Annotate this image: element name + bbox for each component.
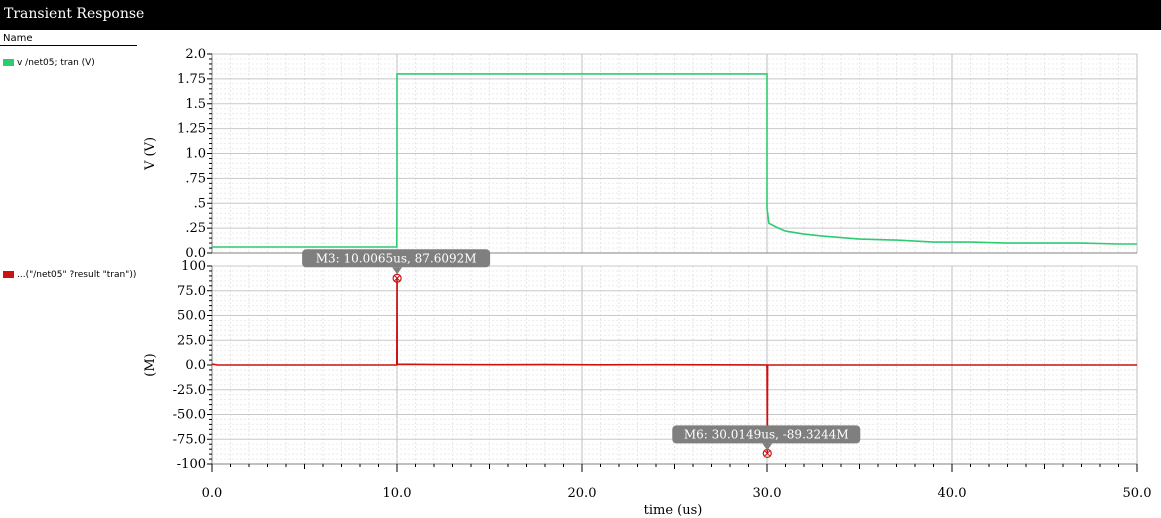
y-tick-label: 2.0 [185, 47, 206, 62]
series-line-voltage [212, 73, 1137, 248]
x-tick-label: 50.0 [1123, 486, 1152, 501]
y-tick-label: 1.5 [185, 97, 206, 112]
y-tick-label: 0.0 [185, 358, 206, 373]
x-axis-label: time (us) [644, 503, 703, 518]
legend-item-derivative[interactable]: ...("/net05" ?result "tran")) [3, 270, 136, 280]
y-tick-label: 1.0 [185, 147, 206, 162]
y-axis-label: (M) [143, 353, 158, 376]
y-tick-label: 0.0 [185, 246, 206, 261]
y-tick-label: 25.0 [177, 333, 206, 348]
series-line-derivative [211, 277, 1137, 454]
y-tick-label: -25.0 [173, 383, 206, 398]
legend-label-voltage: v /net05; tran (V) [17, 58, 95, 68]
y-tick-label: -75.0 [173, 432, 206, 447]
legend-label-derivative: ...("/net05" ?result "tran")) [17, 270, 137, 280]
x-tick-label: 10.0 [383, 486, 412, 501]
x-tick-label: 0.0 [202, 486, 223, 501]
marker-callout-pointer [392, 267, 403, 275]
y-tick-label: .5 [194, 196, 206, 211]
legend-divider [0, 45, 137, 46]
y-tick-label: 75.0 [177, 284, 206, 299]
y-tick-label: .25 [185, 221, 206, 236]
y-tick-label: 1.25 [177, 122, 206, 137]
marker-callout-pointer [762, 443, 773, 451]
voltage-subplot: 0.0 .25 .5 .75 1.0 1.25 1.5 1.75 2.0 V (V) [143, 47, 1138, 261]
marker-cross [393, 274, 401, 282]
x-tick-label: 30.0 [753, 486, 782, 501]
y-tick-label: 50.0 [177, 309, 206, 324]
y-tick-label: 100 [181, 259, 206, 274]
legend-item-voltage[interactable]: v /net05; tran (V) [3, 58, 95, 68]
derivative-subplot: -100 -75.0 -50.0 -25.0 0.0 25.0 50.0 75.0 100 (M)… [143, 249, 1151, 501]
x-tick-label: 40.0 [938, 486, 967, 501]
marker-cross [763, 450, 771, 457]
legend-swatch-derivative [3, 271, 14, 278]
marker-callout [672, 425, 861, 444]
y-axis-label: V (V) [143, 137, 158, 171]
marker-callout [302, 249, 491, 268]
y-tick-label: -100 [177, 457, 206, 472]
marker-label: M3: 10.0065us, 87.6092M [316, 251, 477, 265]
legend-header: Name [3, 33, 33, 44]
window-title: Transient Response [4, 6, 145, 22]
y-tick-label: -50.0 [173, 408, 206, 423]
y-tick-label: .75 [185, 171, 206, 186]
legend-swatch-voltage [3, 59, 14, 66]
title-bar: Transient Response [0, 0, 1161, 30]
x-tick-label: 20.0 [568, 486, 597, 501]
marker-label: M6: 30.0149us, -89.3244M [684, 427, 849, 441]
y-tick-label: 1.75 [177, 72, 206, 87]
